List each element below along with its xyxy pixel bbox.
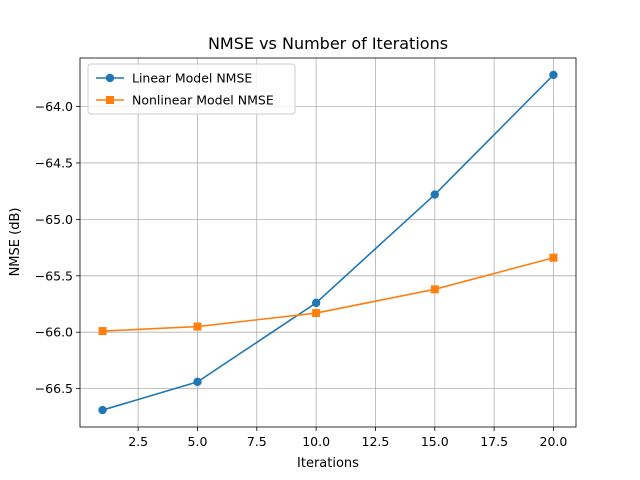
data-point <box>549 70 558 80</box>
y-tick-label: −64.0 <box>35 99 73 114</box>
legend-marker <box>105 73 115 83</box>
x-tick-label: 5.0 <box>188 434 208 449</box>
data-point <box>311 298 321 308</box>
data-point <box>549 253 558 262</box>
legend-label: Nonlinear Model NMSE <box>132 93 274 108</box>
grid <box>80 58 576 427</box>
chart-title: NMSE vs Number of Iterations <box>208 34 448 53</box>
y-tick-label: −64.5 <box>35 155 73 170</box>
data-point <box>312 309 321 318</box>
y-tick-label: −65.5 <box>35 268 73 283</box>
data-point <box>193 322 202 331</box>
y-tick-label: −66.5 <box>35 381 73 396</box>
legend-box <box>87 63 296 115</box>
x-tick-label: 12.5 <box>362 434 390 449</box>
y-axis-title: NMSE (dB) <box>8 208 23 277</box>
axis-ticks: 2.5 5.0 7.5 10.0 12.5 15.0 17.5 20.0 −66.5 −66.0 −… <box>35 99 568 449</box>
legend-item: Nonlinear Model NMSE <box>96 93 274 108</box>
x-tick-label: 7.5 <box>247 434 267 449</box>
data-point <box>98 327 107 336</box>
series-1 <box>98 70 558 415</box>
x-tick-label: 15.0 <box>421 434 449 449</box>
data-point <box>430 285 439 294</box>
data-point <box>193 377 202 387</box>
x-tick-label: 20.0 <box>540 434 568 449</box>
plot-frame <box>79 57 577 428</box>
legend-item: Linear Model NMSE <box>96 71 252 86</box>
x-axis-title: Iterations <box>297 456 359 471</box>
legend: Linear Model NMSE Nonlinear Model NMSE <box>87 63 296 115</box>
x-tick-label: 10.0 <box>302 434 330 449</box>
series-layer <box>98 70 558 415</box>
data-point <box>430 190 439 199</box>
y-tick-label: −66.0 <box>35 325 73 340</box>
data-point <box>98 405 107 415</box>
x-tick-label: 2.5 <box>128 434 148 449</box>
y-tick-label: −65.0 <box>35 212 73 227</box>
legend-marker <box>106 96 114 104</box>
series-2 <box>98 253 558 336</box>
x-tick-label: 17.5 <box>480 434 508 449</box>
legend-label: Linear Model NMSE <box>132 71 252 86</box>
